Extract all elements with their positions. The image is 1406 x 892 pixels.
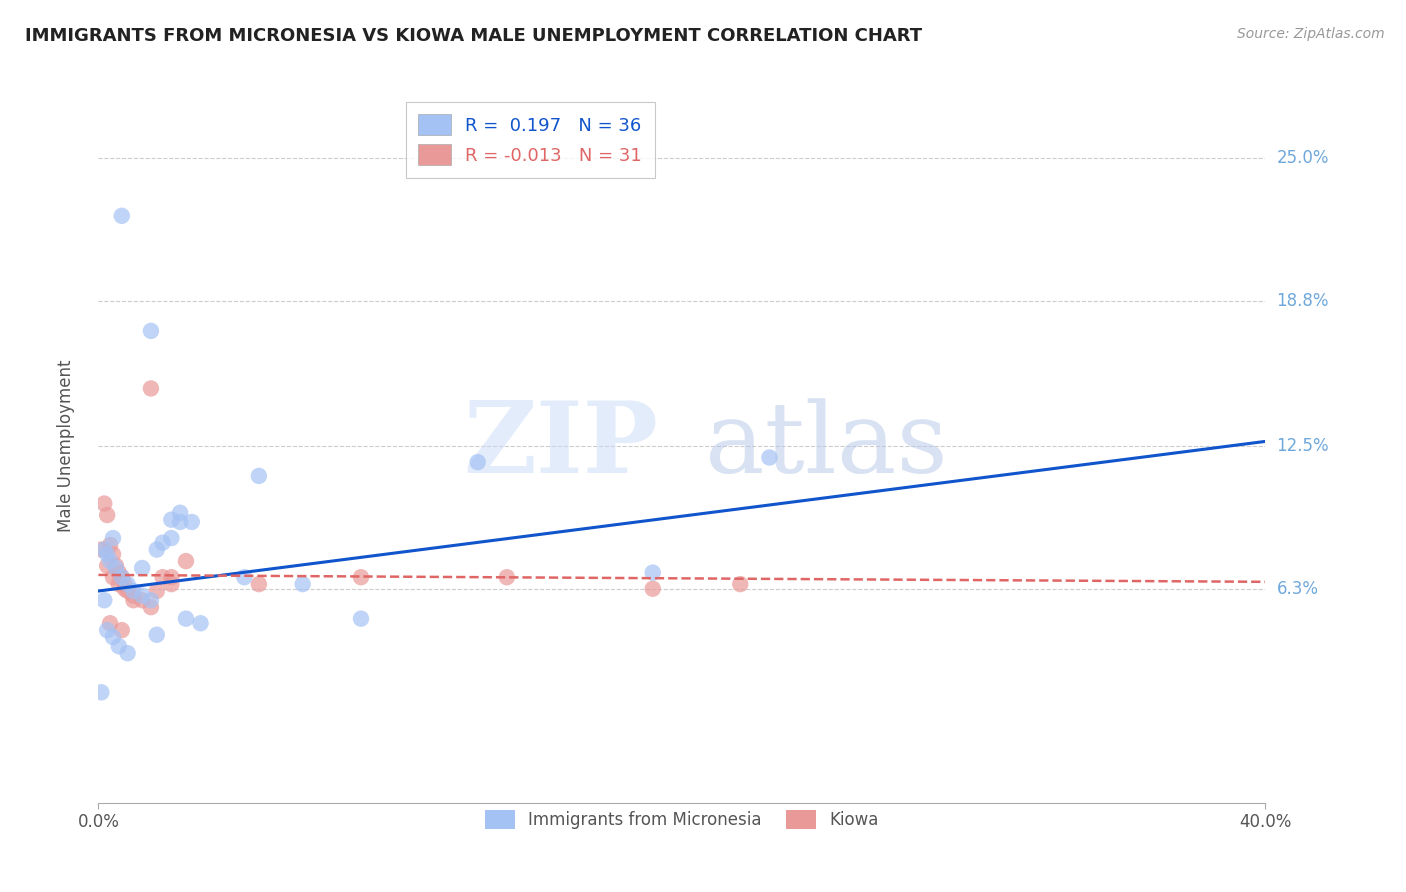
Point bbox=[139, 600, 162, 615]
Text: 25.0%: 25.0% bbox=[1277, 149, 1329, 168]
Point bbox=[114, 582, 136, 596]
Y-axis label: Male Unemployment: Male Unemployment bbox=[56, 359, 75, 533]
Point bbox=[160, 513, 183, 527]
Text: IMMIGRANTS FROM MICRONESIA VS KIOWA MALE UNEMPLOYMENT CORRELATION CHART: IMMIGRANTS FROM MICRONESIA VS KIOWA MALE… bbox=[25, 27, 922, 45]
Point bbox=[90, 685, 112, 699]
Legend: Immigrants from Micronesia, Kiowa: Immigrants from Micronesia, Kiowa bbox=[477, 801, 887, 838]
Point bbox=[93, 542, 115, 557]
Point bbox=[93, 593, 115, 607]
Point bbox=[131, 593, 153, 607]
Point bbox=[160, 531, 183, 545]
Point bbox=[114, 577, 136, 591]
Point bbox=[131, 561, 153, 575]
Point bbox=[152, 535, 174, 549]
Point bbox=[96, 508, 118, 522]
Point bbox=[467, 455, 489, 469]
Text: 18.8%: 18.8% bbox=[1277, 292, 1329, 310]
Point bbox=[108, 566, 131, 580]
Text: ZIP: ZIP bbox=[464, 398, 658, 494]
Point bbox=[233, 570, 256, 584]
Point bbox=[247, 577, 270, 591]
Point bbox=[101, 630, 124, 644]
Point bbox=[122, 589, 145, 603]
Point bbox=[160, 577, 183, 591]
Point bbox=[96, 623, 118, 637]
Point bbox=[93, 497, 115, 511]
Point bbox=[111, 623, 134, 637]
Point bbox=[190, 616, 212, 631]
Point bbox=[291, 577, 314, 591]
Point bbox=[101, 547, 124, 561]
Text: Source: ZipAtlas.com: Source: ZipAtlas.com bbox=[1237, 27, 1385, 41]
Text: 6.3%: 6.3% bbox=[1277, 580, 1319, 598]
Point bbox=[117, 584, 139, 599]
Point bbox=[98, 554, 121, 568]
Point bbox=[98, 616, 121, 631]
Point bbox=[641, 566, 664, 580]
Point bbox=[101, 570, 124, 584]
Point bbox=[139, 324, 162, 338]
Point bbox=[101, 531, 124, 545]
Point bbox=[104, 558, 127, 573]
Text: atlas: atlas bbox=[706, 398, 948, 494]
Text: 12.5%: 12.5% bbox=[1277, 437, 1329, 455]
Point bbox=[350, 612, 373, 626]
Point bbox=[111, 570, 134, 584]
Point bbox=[122, 593, 145, 607]
Point bbox=[108, 640, 131, 654]
Point bbox=[160, 570, 183, 584]
Point bbox=[152, 570, 174, 584]
Point bbox=[169, 515, 191, 529]
Point bbox=[247, 469, 270, 483]
Point bbox=[139, 593, 162, 607]
Point bbox=[146, 542, 169, 557]
Point bbox=[139, 381, 162, 395]
Point bbox=[758, 450, 780, 465]
Point bbox=[117, 577, 139, 591]
Point bbox=[96, 558, 118, 573]
Point bbox=[180, 515, 202, 529]
Point bbox=[111, 209, 134, 223]
Point bbox=[90, 542, 112, 557]
Point bbox=[169, 506, 191, 520]
Point bbox=[174, 612, 197, 626]
Point bbox=[641, 582, 664, 596]
Point bbox=[131, 589, 153, 603]
Point bbox=[146, 628, 169, 642]
Point bbox=[111, 570, 134, 584]
Point bbox=[496, 570, 519, 584]
Point bbox=[96, 547, 118, 561]
Point bbox=[730, 577, 752, 591]
Point bbox=[174, 554, 197, 568]
Point bbox=[98, 538, 121, 552]
Point bbox=[108, 577, 131, 591]
Point bbox=[117, 646, 139, 660]
Point bbox=[350, 570, 373, 584]
Point bbox=[122, 584, 145, 599]
Point bbox=[146, 584, 169, 599]
Point bbox=[104, 561, 127, 575]
